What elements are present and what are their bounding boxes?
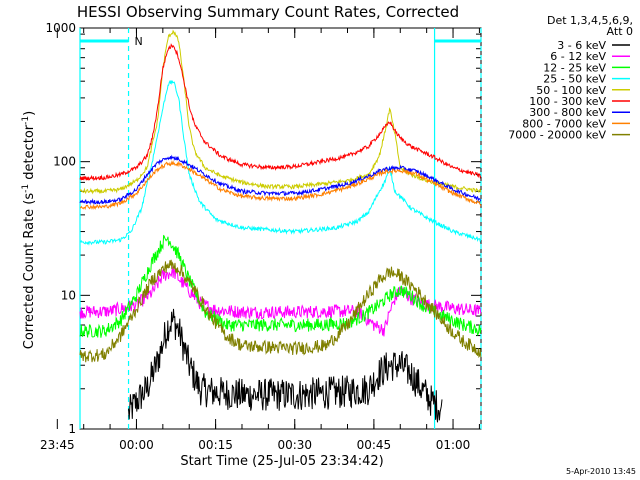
y-axis-label-sup1: -1 bbox=[21, 184, 31, 193]
series-line bbox=[128, 308, 443, 423]
series-line bbox=[79, 79, 482, 246]
y-axis-label-mid: detector bbox=[22, 124, 37, 184]
time-markers: N bbox=[79, 28, 482, 429]
y-tick-label: 10 bbox=[61, 288, 76, 302]
series-line bbox=[79, 234, 482, 338]
legend-header-line2: Att 0 bbox=[607, 25, 633, 38]
series-group bbox=[79, 29, 482, 423]
series-line bbox=[79, 29, 482, 195]
x-tick-label: 00:00 bbox=[119, 438, 154, 452]
legend-label: 7000 - 20000 keV bbox=[508, 129, 606, 142]
y-tick-label: 1000 bbox=[45, 21, 76, 35]
x-tick-label: 00:45 bbox=[357, 438, 392, 452]
x-tick-label: 01:00 bbox=[436, 438, 471, 452]
x-tick-label: 00:15 bbox=[198, 438, 233, 452]
y-tick-label: 100 bbox=[53, 155, 76, 169]
x-axis-label: Start Time (25-Jul-05 23:34:42) bbox=[180, 454, 383, 469]
legend-header-line1: Det 1,3,4,5,6,9, bbox=[547, 14, 633, 27]
y-axis-label-sup2: -1 bbox=[21, 116, 31, 125]
chart-title: HESSI Observing Summary Count Rates, Cor… bbox=[77, 3, 459, 21]
series-line bbox=[79, 154, 482, 206]
y-axis-label: Corrected Count Rate (s-1 detector-1) bbox=[21, 111, 37, 349]
legend-label: 25 - 50 keV bbox=[543, 73, 606, 86]
series-line bbox=[79, 259, 482, 363]
legend-label: 6 - 12 keV bbox=[550, 50, 606, 63]
plot-frame bbox=[79, 27, 482, 430]
night-label: N bbox=[135, 35, 143, 48]
legend-label: 100 - 300 keV bbox=[529, 95, 606, 108]
y-tick-label: 1 bbox=[68, 422, 76, 436]
timestamp: 5-Apr-2010 13:45 bbox=[566, 467, 636, 476]
legend-label: 800 - 7000 keV bbox=[522, 117, 606, 130]
series-line bbox=[79, 43, 482, 182]
series-line bbox=[79, 159, 482, 210]
x-tick-label: 23:45 bbox=[40, 438, 75, 452]
legend-label: 12 - 25 keV bbox=[543, 61, 606, 74]
legend-label: 300 - 800 keV bbox=[529, 106, 606, 119]
y-axis-label-main: Corrected Count Rate (s bbox=[22, 193, 37, 350]
x-axis-ticks: 23:45 00:00 00:15 00:30 00:45 01:00 bbox=[40, 28, 480, 452]
x-tick-label: 00:30 bbox=[277, 438, 312, 452]
legend-label: 3 - 6 keV bbox=[557, 39, 606, 52]
legend-label: 50 - 100 keV bbox=[536, 84, 606, 97]
y-axis-label-end: ) bbox=[22, 111, 37, 116]
series-line bbox=[79, 266, 482, 337]
